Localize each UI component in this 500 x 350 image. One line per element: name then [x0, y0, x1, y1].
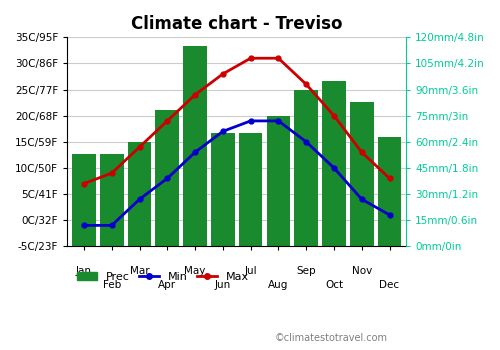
Bar	[266, 116, 290, 246]
Title: Climate chart - Treviso: Climate chart - Treviso	[131, 15, 342, 33]
Text: Jul: Jul	[244, 266, 257, 276]
Text: Jun: Jun	[214, 280, 231, 289]
Text: Oct: Oct	[325, 280, 343, 289]
Bar	[239, 133, 262, 246]
Text: Jan: Jan	[76, 266, 92, 276]
Text: Nov: Nov	[352, 266, 372, 276]
Text: Mar: Mar	[130, 266, 150, 276]
Bar	[100, 154, 124, 246]
Text: Feb: Feb	[102, 280, 121, 289]
Legend: Prec, Min, Max: Prec, Min, Max	[73, 268, 253, 287]
Text: Dec: Dec	[380, 280, 400, 289]
Bar	[322, 81, 346, 246]
Bar	[378, 136, 402, 246]
Bar	[184, 46, 207, 246]
Text: Aug: Aug	[268, 280, 288, 289]
Text: May: May	[184, 266, 206, 276]
Bar	[72, 154, 96, 246]
Text: Sep: Sep	[296, 266, 316, 276]
Bar	[156, 111, 179, 246]
Bar	[350, 102, 374, 246]
Text: Apr: Apr	[158, 280, 176, 289]
Text: ©climatestotravel.com: ©climatestotravel.com	[275, 333, 388, 343]
Bar	[294, 90, 318, 246]
Bar	[211, 133, 234, 246]
Bar	[128, 142, 152, 246]
